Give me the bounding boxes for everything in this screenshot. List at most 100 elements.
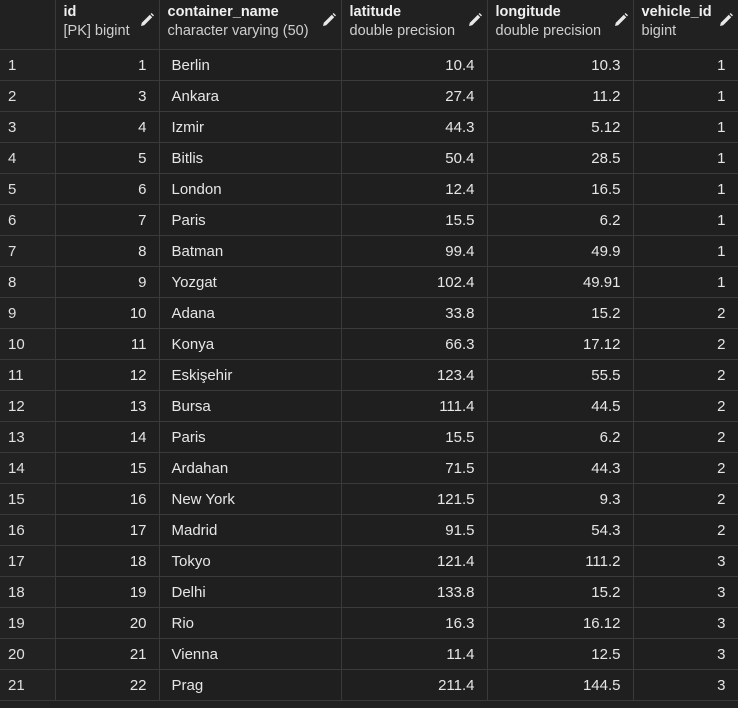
table-row[interactable]: 20 21 Vienna 11.4 12.5 3 [0,638,738,670]
row-number[interactable]: 19 [0,607,56,639]
row-number[interactable]: 13 [0,421,56,453]
table-row[interactable]: 1 1 Berlin 10.4 10.3 1 [0,49,738,81]
cell-latitude[interactable]: 44.3 [341,111,488,143]
cell-vehicle-id[interactable]: 2 [633,390,738,422]
cell-container-name[interactable]: Yozgat [159,266,342,298]
cell-id[interactable]: 19 [55,576,160,608]
cell-latitude[interactable]: 123.4 [341,359,488,391]
cell-container-name[interactable]: Izmir [159,111,342,143]
cell-container-name[interactable]: Bitlis [159,142,342,174]
row-number[interactable]: 10 [0,328,56,360]
row-number[interactable]: 5 [0,173,56,205]
row-number[interactable]: 14 [0,452,56,484]
cell-vehicle-id[interactable]: 1 [633,173,738,205]
cell-longitude[interactable]: 11.2 [487,80,634,112]
cell-container-name[interactable]: Ankara [159,80,342,112]
row-number[interactable]: 18 [0,576,56,608]
row-number[interactable]: 17 [0,545,56,577]
cell-longitude[interactable]: 44.3 [487,452,634,484]
cell-longitude[interactable]: 49.91 [487,266,634,298]
row-number[interactable]: 4 [0,142,56,174]
cell-container-name[interactable]: Tokyo [159,545,342,577]
pencil-icon[interactable] [718,12,734,28]
cell-longitude[interactable]: 55.5 [487,359,634,391]
cell-longitude[interactable]: 28.5 [487,142,634,174]
cell-container-name[interactable]: London [159,173,342,205]
cell-id[interactable]: 11 [55,328,160,360]
row-number[interactable]: 9 [0,297,56,329]
cell-latitude[interactable]: 121.4 [341,545,488,577]
cell-longitude[interactable]: 9.3 [487,483,634,515]
cell-vehicle-id[interactable]: 1 [633,235,738,267]
table-row[interactable]: 9 10 Adana 33.8 15.2 2 [0,297,738,329]
cell-id[interactable]: 8 [55,235,160,267]
cell-container-name[interactable]: Paris [159,204,342,236]
cell-vehicle-id[interactable]: 2 [633,514,738,546]
pencil-icon[interactable] [321,12,337,28]
row-number[interactable]: 16 [0,514,56,546]
row-number[interactable]: 8 [0,266,56,298]
cell-container-name[interactable]: Ardahan [159,452,342,484]
cell-vehicle-id[interactable]: 3 [633,638,738,670]
row-number[interactable]: 15 [0,483,56,515]
cell-latitude[interactable]: 12.4 [341,173,488,205]
cell-container-name[interactable]: Batman [159,235,342,267]
cell-id[interactable]: 14 [55,421,160,453]
row-number[interactable]: 7 [0,235,56,267]
cell-latitude[interactable]: 66.3 [341,328,488,360]
table-row[interactable]: 13 14 Paris 15.5 6.2 2 [0,421,738,453]
table-row[interactable]: 4 5 Bitlis 50.4 28.5 1 [0,142,738,174]
cell-longitude[interactable]: 15.2 [487,297,634,329]
cell-container-name[interactable]: Konya [159,328,342,360]
cell-latitude[interactable]: 50.4 [341,142,488,174]
cell-vehicle-id[interactable]: 2 [633,452,738,484]
cell-id[interactable]: 6 [55,173,160,205]
cell-longitude[interactable]: 54.3 [487,514,634,546]
cell-vehicle-id[interactable]: 1 [633,49,738,81]
cell-latitude[interactable]: 15.5 [341,421,488,453]
cell-latitude[interactable]: 71.5 [341,452,488,484]
cell-id[interactable]: 4 [55,111,160,143]
cell-longitude[interactable]: 16.5 [487,173,634,205]
table-row[interactable]: 10 11 Konya 66.3 17.12 2 [0,328,738,360]
cell-container-name[interactable]: Rio [159,607,342,639]
cell-longitude[interactable]: 17.12 [487,328,634,360]
cell-longitude[interactable]: 6.2 [487,204,634,236]
cell-vehicle-id[interactable]: 3 [633,669,738,701]
row-number[interactable]: 11 [0,359,56,391]
cell-longitude[interactable]: 44.5 [487,390,634,422]
cell-id[interactable]: 5 [55,142,160,174]
row-number[interactable]: 1 [0,49,56,81]
row-number[interactable]: 2 [0,80,56,112]
cell-vehicle-id[interactable]: 2 [633,328,738,360]
cell-id[interactable]: 7 [55,204,160,236]
table-row[interactable]: 18 19 Delhi 133.8 15.2 3 [0,576,738,608]
cell-vehicle-id[interactable]: 1 [633,266,738,298]
cell-latitude[interactable]: 27.4 [341,80,488,112]
cell-container-name[interactable]: Madrid [159,514,342,546]
cell-id[interactable]: 12 [55,359,160,391]
table-row[interactable]: 15 16 New York 121.5 9.3 2 [0,483,738,515]
cell-container-name[interactable]: Eskişehir [159,359,342,391]
table-row[interactable]: 5 6 London 12.4 16.5 1 [0,173,738,205]
cell-latitude[interactable]: 11.4 [341,638,488,670]
row-number[interactable]: 20 [0,638,56,670]
cell-longitude[interactable]: 15.2 [487,576,634,608]
cell-longitude[interactable]: 6.2 [487,421,634,453]
cell-container-name[interactable]: Prag [159,669,342,701]
cell-vehicle-id[interactable]: 3 [633,576,738,608]
cell-container-name[interactable]: Adana [159,297,342,329]
cell-longitude[interactable]: 5.12 [487,111,634,143]
cell-container-name[interactable]: Vienna [159,638,342,670]
cell-longitude[interactable]: 16.12 [487,607,634,639]
row-number-header[interactable] [0,0,56,50]
cell-container-name[interactable]: New York [159,483,342,515]
cell-vehicle-id[interactable]: 2 [633,421,738,453]
cell-container-name[interactable]: Bursa [159,390,342,422]
cell-latitude[interactable]: 121.5 [341,483,488,515]
cell-vehicle-id[interactable]: 3 [633,545,738,577]
cell-id[interactable]: 10 [55,297,160,329]
cell-latitude[interactable]: 33.8 [341,297,488,329]
cell-vehicle-id[interactable]: 2 [633,483,738,515]
cell-latitude[interactable]: 133.8 [341,576,488,608]
